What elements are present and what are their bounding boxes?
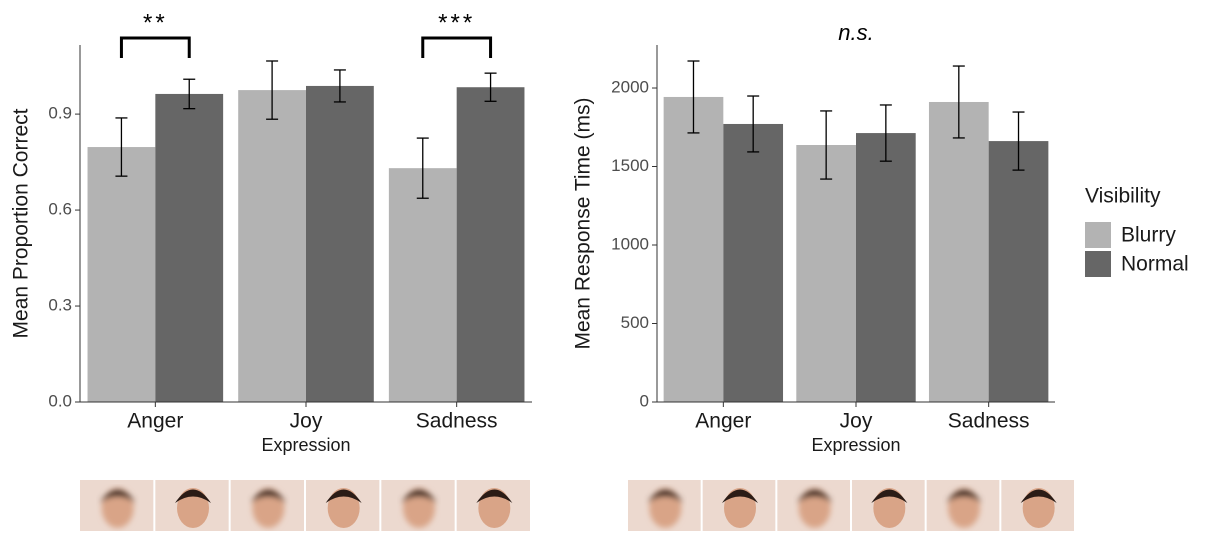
y-axis-label: Mean Response Time (ms) — [572, 97, 595, 349]
x-tick-label: Sadness — [416, 410, 498, 433]
x-tick-label: Anger — [127, 410, 183, 433]
y-tick-label: 0 — [640, 391, 649, 410]
legend-swatch — [1085, 222, 1111, 248]
face-thumbnail — [155, 480, 228, 531]
x-axis-label: Expression — [261, 435, 350, 455]
face-thumbnail — [457, 480, 530, 531]
x-tick-label: Anger — [695, 410, 751, 433]
bar — [796, 145, 856, 402]
bar — [723, 124, 783, 402]
y-tick-label: 0.9 — [48, 104, 72, 123]
face-thumbnail — [80, 480, 153, 531]
bar — [88, 147, 156, 402]
legend-label: Blurry — [1121, 224, 1176, 247]
y-tick-label: 0.3 — [48, 296, 72, 315]
face-thumbnail — [777, 480, 850, 531]
bar — [389, 168, 457, 402]
bar — [989, 141, 1049, 402]
y-tick-label: 500 — [621, 313, 649, 332]
face-thumbnail — [628, 480, 701, 531]
bar — [929, 102, 989, 402]
bar — [155, 94, 223, 402]
legend-title: Visibility — [1085, 185, 1161, 208]
face-thumbnail — [927, 480, 1000, 531]
face-thumbnail — [306, 480, 379, 531]
x-tick-label: Joy — [840, 410, 873, 433]
bar — [856, 133, 916, 402]
face-thumbnail — [231, 480, 304, 531]
y-tick-label: 1000 — [611, 234, 649, 253]
y-tick-label: 0.0 — [48, 391, 72, 410]
y-axis-label: Mean Proportion Correct — [10, 108, 33, 338]
y-tick-label: 0.6 — [48, 200, 72, 219]
x-tick-label: Joy — [290, 410, 323, 433]
chart: 0.0 0.3 0.6 0.9 Anger Joy Sadness Expression Mea… — [0, 0, 1219, 531]
significance-bracket — [121, 38, 189, 58]
y-tick-label: 1500 — [611, 156, 649, 175]
face-thumbnail — [1001, 480, 1074, 531]
annotation: *** — [438, 9, 475, 36]
annotation: ** — [143, 9, 168, 36]
significance-bracket — [423, 38, 491, 58]
face-thumbnail — [381, 480, 454, 531]
bar — [664, 97, 724, 402]
x-tick-label: Sadness — [948, 410, 1030, 433]
legend-label: Normal — [1121, 253, 1189, 276]
bar — [457, 87, 525, 402]
x-axis-label: Expression — [811, 435, 900, 455]
face-thumbnail — [703, 480, 776, 531]
legend-swatch — [1085, 251, 1111, 277]
bar — [306, 86, 374, 402]
chart-title: n.s. — [838, 20, 873, 45]
y-tick-label: 2000 — [611, 78, 649, 97]
bar — [238, 90, 306, 402]
face-thumbnail — [852, 480, 925, 531]
